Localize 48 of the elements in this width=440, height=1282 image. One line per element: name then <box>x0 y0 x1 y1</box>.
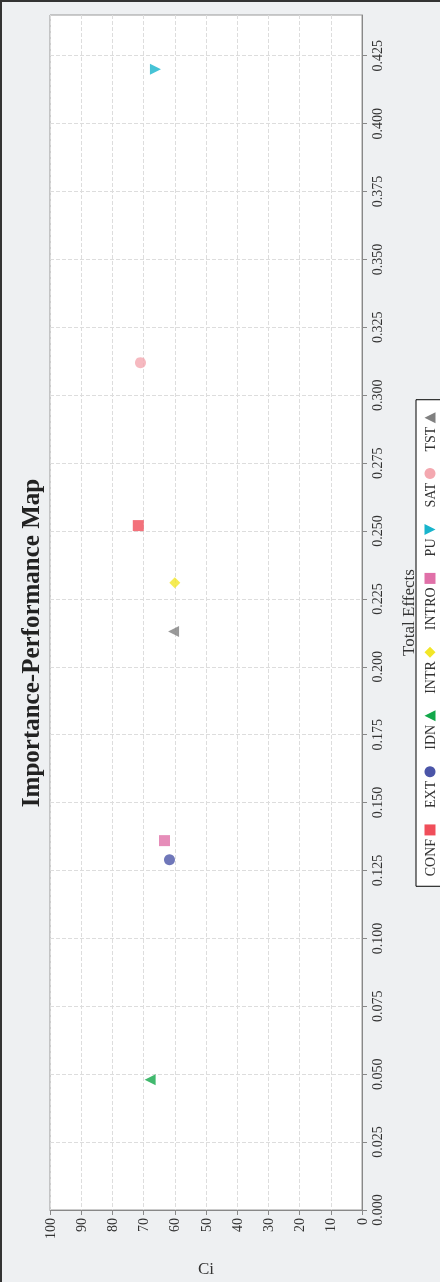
x-tick-label: 0 <box>354 1218 370 1225</box>
y-tick-label: 0.050 <box>369 1058 385 1090</box>
text: Importance-Performance Map <box>16 478 44 808</box>
y-tick-label: 0.175 <box>369 718 385 751</box>
x-tick-label: 30 <box>260 1218 276 1232</box>
y-tick-label: 0.150 <box>369 786 385 819</box>
legend-label: EXT <box>422 780 438 808</box>
y-tick-label: 0.375 <box>369 175 385 208</box>
point <box>149 63 161 75</box>
x-tick-label: 80 <box>104 1218 120 1232</box>
y-axis-title: Total Effects <box>399 569 418 656</box>
x-tick-label: 10 <box>323 1218 339 1232</box>
legend-label: INTR <box>422 660 438 694</box>
y-tick-label: 0.025 <box>369 1126 385 1158</box>
y-tick-label: 0.125 <box>369 854 385 887</box>
x-tick-label: 70 <box>136 1218 152 1232</box>
y-tick-label: 0.225 <box>369 583 385 615</box>
x-tick-label: 20 <box>292 1218 308 1232</box>
legend-label: PU <box>422 538 438 557</box>
y-tick-label: 0.075 <box>369 990 385 1023</box>
x-tick-label: 60 <box>167 1218 183 1232</box>
y-tick-label: 0.325 <box>369 311 385 344</box>
legend-label: INTRO <box>422 587 438 631</box>
point <box>134 357 146 369</box>
y-tick-label: 0.400 <box>369 107 385 140</box>
point <box>164 854 175 866</box>
y-tick-label: 0.275 <box>369 447 385 479</box>
point <box>144 1074 156 1086</box>
x-tick-label: 40 <box>229 1218 245 1232</box>
x-tick-label: 100 <box>42 1218 58 1239</box>
y-tick-label: 0.350 <box>369 243 385 276</box>
point <box>132 520 144 532</box>
legend-label: CONF <box>422 838 438 877</box>
x-tick-label: 50 <box>198 1218 214 1232</box>
legend-label: SAT <box>422 482 438 508</box>
y-tick-label: 0.250 <box>369 515 385 547</box>
point <box>159 835 170 847</box>
point <box>169 577 181 589</box>
y-tick-label: 0.100 <box>369 922 385 955</box>
y-tick-label: 0.000 <box>369 1194 385 1226</box>
legend-label: TST <box>422 426 438 452</box>
y-tick-label: 0.200 <box>369 651 385 683</box>
y-tick-label: 0.425 <box>369 39 385 72</box>
legend-label: IDN <box>422 724 438 750</box>
x-axis-title: Ci <box>197 1259 215 1278</box>
x-tick-label: 90 <box>73 1218 89 1232</box>
point <box>168 626 180 638</box>
y-tick-label: 0.300 <box>369 379 385 411</box>
